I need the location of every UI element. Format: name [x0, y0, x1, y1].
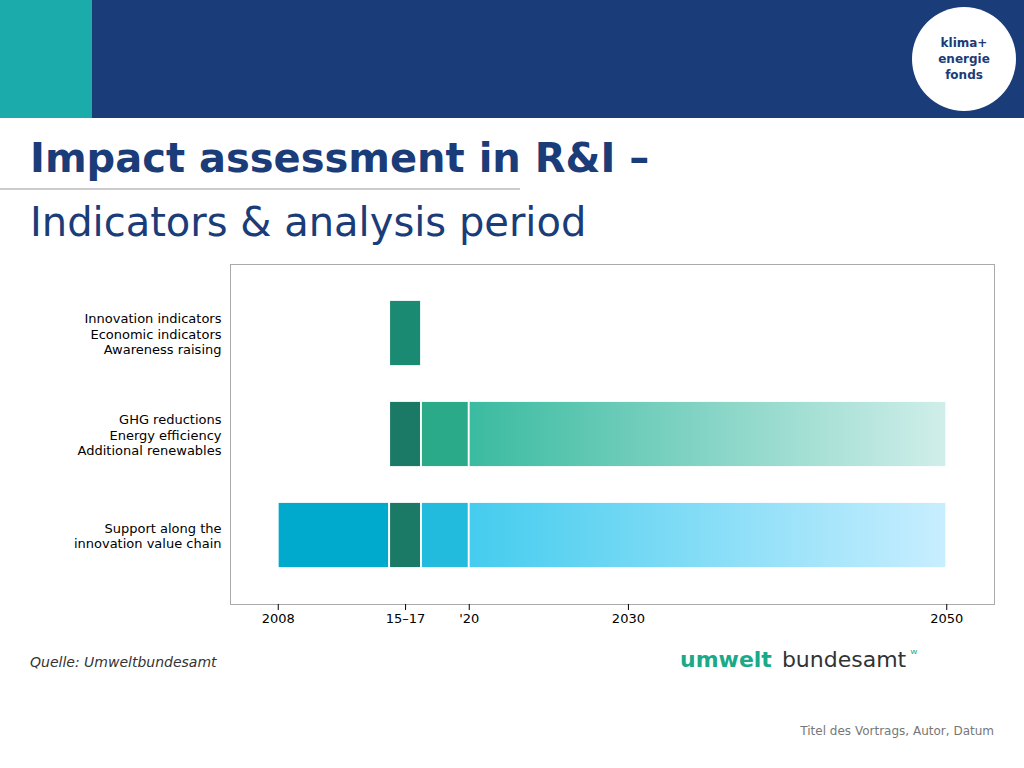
svg-text:Support along theinnovation va: Support along theinnovation value chain	[74, 521, 222, 552]
html-text:bundesamtʷ: bundesamtʷ	[781, 646, 918, 673]
svg-text:GHG reductionsEnergy efficienc: GHG reductionsEnergy efficiencyAdditiona…	[78, 412, 222, 458]
html-text:Indicators & analysis period: Indicators & analysis period	[30, 199, 587, 245]
svg-text:2008: 2008	[262, 611, 295, 626]
svg-text:2030: 2030	[612, 611, 645, 626]
svg-text:Innovation indicatorsEconomic: Innovation indicatorsEconomic indicators…	[85, 311, 222, 357]
html-text:energie: energie	[938, 52, 990, 66]
svg-text:'20: '20	[459, 611, 479, 626]
html-text:Titel des Vortrags, Autor, Dat: Titel des Vortrags, Autor, Datum	[800, 724, 994, 738]
html-text:Quelle: Umweltbundesamt: Quelle: Umweltbundesamt	[30, 654, 217, 670]
html-text:umwelt: umwelt	[680, 647, 772, 673]
html-text:Impact assessment in R&I –: Impact assessment in R&I –	[30, 135, 650, 181]
html-text:fonds: fonds	[945, 68, 983, 82]
html-text:klima+: klima+	[940, 36, 988, 50]
svg-text:15–17: 15–17	[386, 611, 426, 626]
svg-text:2050: 2050	[930, 611, 963, 626]
